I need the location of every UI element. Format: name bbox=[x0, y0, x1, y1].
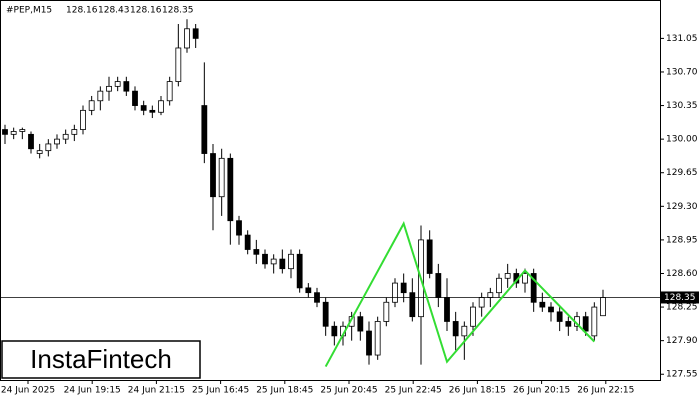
candle-body bbox=[71, 129, 78, 135]
candle-body bbox=[600, 297, 606, 317]
x-tick-label: 25 Jun 16:45 bbox=[192, 386, 249, 396]
candle-body bbox=[305, 287, 312, 294]
candle-body bbox=[452, 321, 459, 337]
candle-body bbox=[530, 273, 537, 303]
candle-body bbox=[80, 109, 86, 130]
candle-body bbox=[270, 258, 277, 265]
candle-body bbox=[383, 301, 390, 322]
candle-body bbox=[296, 253, 303, 289]
candle-body bbox=[591, 306, 598, 337]
x-tick-label: 26 Jun 18:15 bbox=[449, 386, 506, 396]
candle-body bbox=[19, 129, 26, 132]
candle-body bbox=[2, 129, 8, 135]
x-tick-label: 25 Jun 22:45 bbox=[385, 386, 442, 396]
symbol: #PEP,M15 bbox=[6, 6, 52, 16]
candle-body bbox=[140, 105, 147, 111]
y-tick-label: 129.65 bbox=[666, 168, 698, 178]
candle-body bbox=[132, 90, 138, 106]
x-tick-label: 24 Jun 2025 bbox=[1, 386, 55, 396]
y-tick-label: 130.35 bbox=[666, 101, 698, 111]
candle-body bbox=[444, 297, 450, 322]
candle-body bbox=[435, 273, 442, 298]
candle-body bbox=[184, 28, 190, 49]
candle-body bbox=[210, 153, 216, 198]
candle-body bbox=[123, 81, 130, 92]
ohlc-low: 128.16 bbox=[130, 6, 162, 16]
candle-body bbox=[262, 253, 268, 265]
candle-body bbox=[201, 105, 208, 154]
y-tick-label: 127.90 bbox=[666, 336, 698, 346]
current-price-label: 128.35 bbox=[664, 293, 696, 303]
candle-body bbox=[28, 133, 34, 150]
y-tick-label: 128.95 bbox=[666, 235, 698, 245]
candle-body bbox=[166, 81, 173, 102]
candle-body bbox=[36, 150, 43, 154]
candle-body bbox=[366, 330, 372, 356]
candle-body bbox=[548, 306, 554, 313]
candle-body bbox=[426, 239, 433, 274]
candle-body bbox=[45, 143, 52, 152]
candle-body bbox=[192, 28, 199, 39]
candle-body bbox=[158, 100, 164, 113]
candle-body bbox=[565, 321, 572, 327]
candle-body bbox=[504, 273, 511, 279]
candle-body bbox=[582, 316, 589, 332]
candle-body bbox=[218, 157, 225, 198]
candle-body bbox=[253, 249, 260, 255]
candle-body bbox=[400, 282, 407, 294]
ohlc-close: 128.35 bbox=[162, 6, 194, 16]
candle-body bbox=[487, 292, 494, 298]
y-tick-label: 131.05 bbox=[666, 34, 698, 44]
ohlc-open: 128.16 bbox=[66, 6, 98, 16]
plot: 131.05 130.70 130.35 130.00 129.65 129.30 128.… bbox=[0, 19, 699, 396]
candle-body bbox=[556, 311, 563, 322]
candle-body bbox=[522, 273, 528, 284]
candle-body bbox=[10, 131, 17, 135]
candle-body bbox=[478, 297, 485, 308]
y-tick-label: 128.25 bbox=[666, 303, 698, 313]
candle-body bbox=[322, 301, 329, 327]
candle-body bbox=[374, 321, 381, 356]
logo: InstaFintech bbox=[30, 344, 172, 374]
y-tick-label: 129.30 bbox=[666, 202, 698, 212]
candle-body bbox=[149, 109, 156, 113]
plot-frame bbox=[0, 0, 661, 381]
candle-body bbox=[409, 292, 416, 318]
candle-body bbox=[88, 100, 95, 111]
candle-body bbox=[539, 301, 546, 308]
x-tick-label: 25 Jun 20:45 bbox=[320, 386, 377, 396]
pattern-line bbox=[324, 221, 596, 368]
candle-body bbox=[392, 282, 398, 303]
logo-box bbox=[1, 340, 201, 379]
candle-body bbox=[97, 90, 104, 102]
candle-body bbox=[461, 325, 468, 337]
y-tick-label: 130.70 bbox=[666, 67, 698, 77]
candle-body bbox=[62, 133, 69, 140]
candle-body bbox=[288, 253, 294, 270]
x-tick-label: 24 Jun 19:15 bbox=[64, 386, 121, 396]
candle-body bbox=[106, 85, 112, 92]
x-tick-label: 26 Jun 20:15 bbox=[513, 386, 570, 396]
candle-body bbox=[114, 81, 121, 87]
candle-body bbox=[244, 234, 251, 250]
candle-body bbox=[357, 316, 364, 332]
x-tick-label: 26 Jun 22:15 bbox=[577, 386, 634, 396]
x-tick-label: 24 Jun 21:15 bbox=[128, 386, 185, 396]
candle-body bbox=[54, 138, 60, 145]
current-price-box bbox=[661, 291, 699, 304]
ohlc-high: 128.43 bbox=[98, 6, 130, 16]
candle-body bbox=[227, 157, 234, 222]
candle-body bbox=[175, 47, 182, 82]
candle-body bbox=[279, 258, 286, 270]
x-tick-label: 25 Jun 18:45 bbox=[256, 386, 313, 396]
y-tick-label: 128.60 bbox=[666, 269, 698, 279]
candle-body bbox=[470, 306, 476, 327]
candle-body bbox=[236, 220, 242, 236]
y-tick-label: 130.00 bbox=[666, 135, 698, 145]
y-tick-label: 127.55 bbox=[666, 370, 698, 380]
candle-body bbox=[331, 325, 338, 337]
candle-body bbox=[496, 277, 502, 294]
